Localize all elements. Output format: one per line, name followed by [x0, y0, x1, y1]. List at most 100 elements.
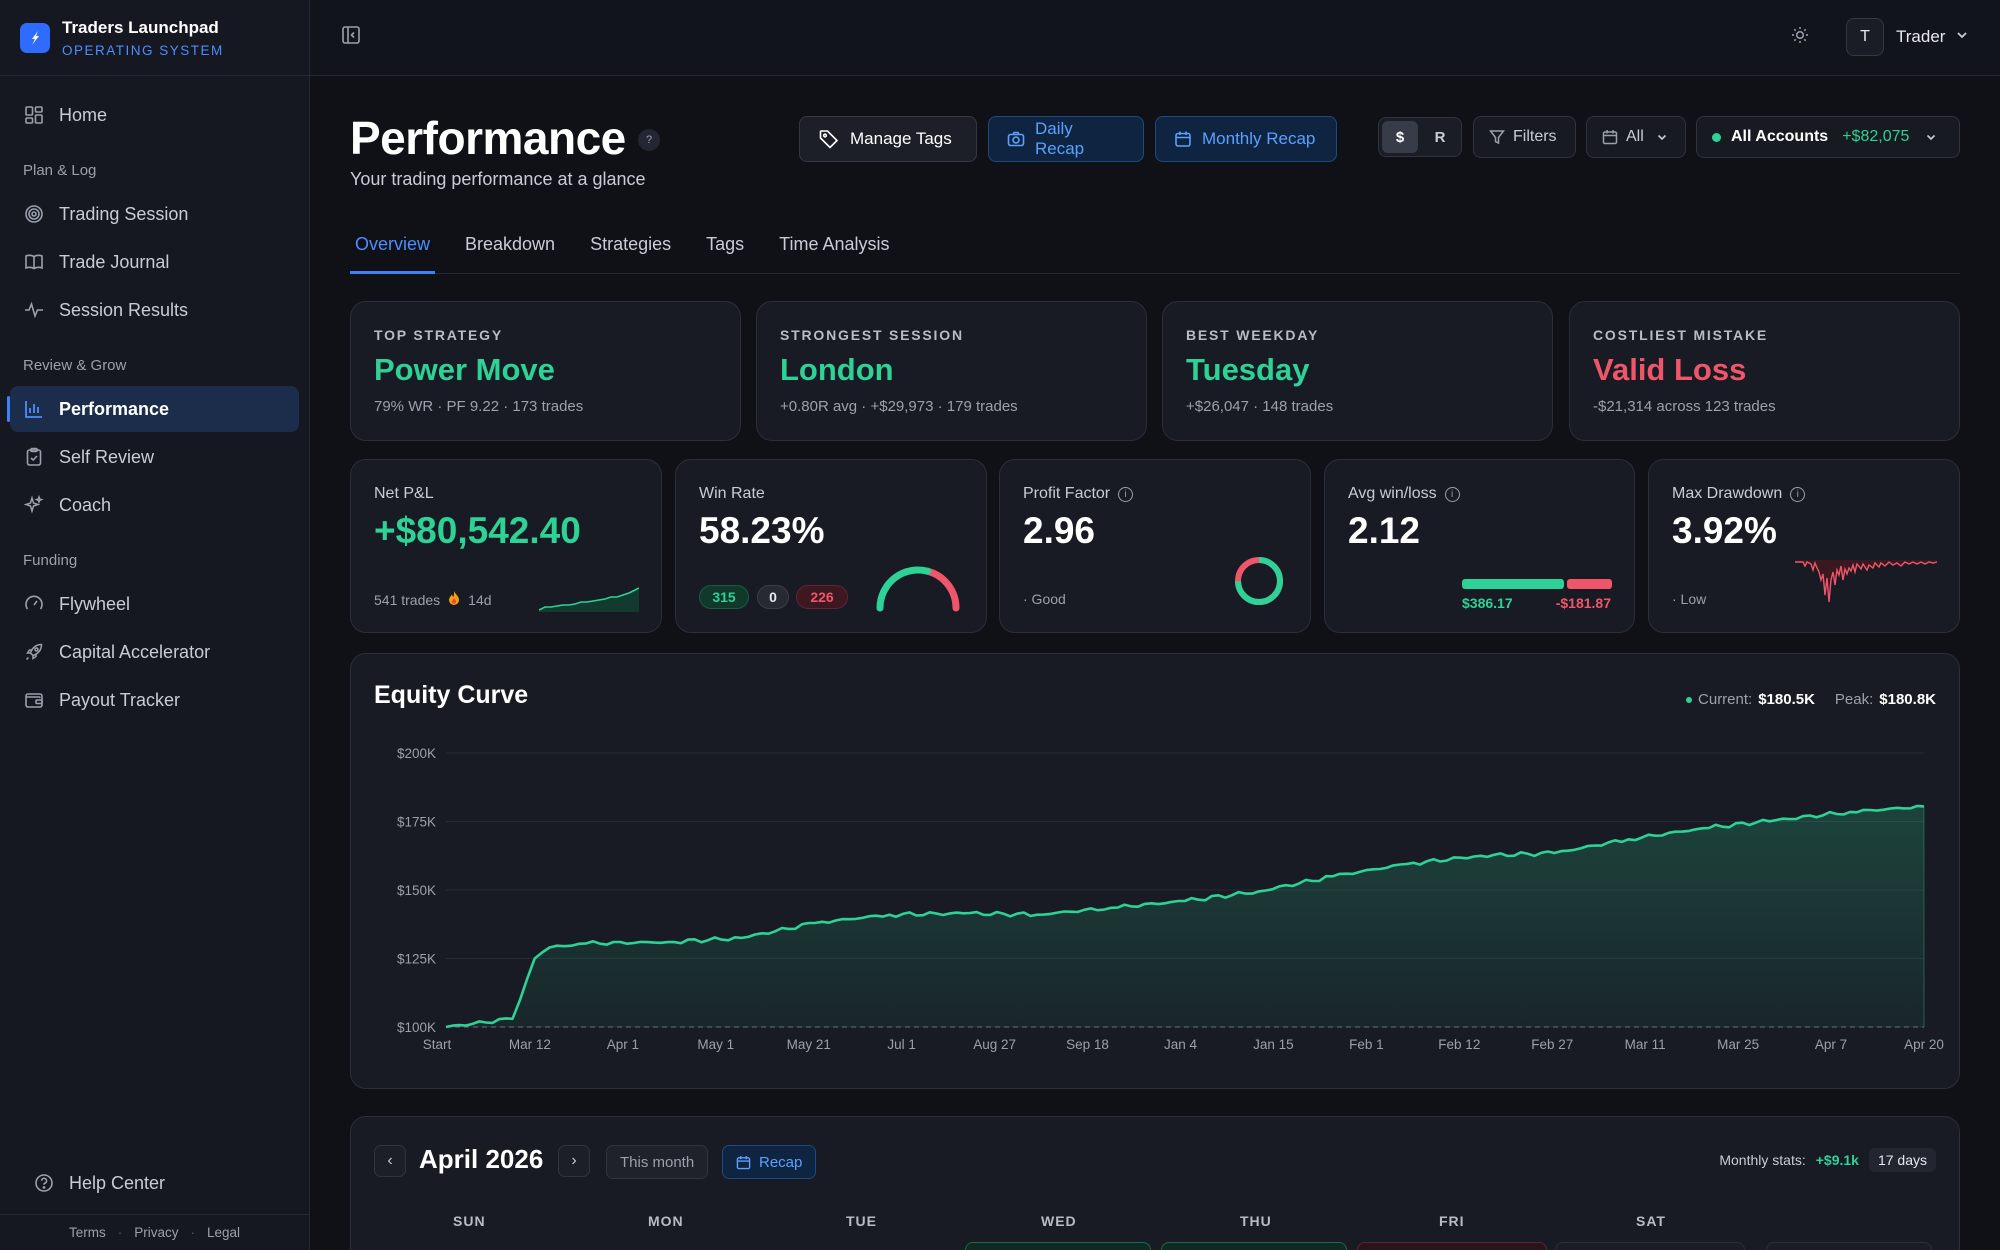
chevron-down-icon: [1925, 131, 1937, 143]
sidebar-item-label: Self Review: [59, 446, 155, 467]
sidebar-item-trading-session[interactable]: Trading Session: [10, 191, 299, 237]
insight-value: Valid Loss: [1593, 352, 1747, 387]
calendar-day-cell[interactable]: [1357, 1242, 1547, 1250]
calendar-day-cell[interactable]: [1555, 1242, 1745, 1250]
calendar-day-cell[interactable]: [1766, 1242, 1932, 1250]
calendar-day-cell[interactable]: [1161, 1242, 1347, 1250]
win-loss-bar: [1462, 579, 1612, 589]
metric-label: Win Rate: [699, 485, 765, 502]
calendar-day-cell[interactable]: [965, 1242, 1151, 1250]
date-range-value: All: [1626, 128, 1644, 145]
sidebar-toggle-icon[interactable]: [340, 24, 366, 50]
manage-tags-button[interactable]: Manage Tags: [799, 116, 977, 162]
tab-strategies[interactable]: Strategies: [590, 234, 672, 254]
sidebar-item-trade-journal[interactable]: Trade Journal: [10, 239, 299, 285]
avg-loss-value: -$181.87: [1555, 595, 1611, 611]
wins-badge: 315: [699, 585, 749, 609]
x-tick-label: Aug 27: [973, 1037, 1016, 1052]
monthly-stats-value: +$9.1k: [1815, 1152, 1859, 1168]
net-pnl-value: +$80,542.40: [374, 510, 581, 551]
x-tick-label: Apr 1: [607, 1037, 639, 1052]
privacy-link[interactable]: Privacy: [134, 1225, 179, 1240]
terms-link[interactable]: Terms: [68, 1225, 106, 1240]
calendar-card: ‹ April 2026 › This month Recap Monthly …: [350, 1116, 1960, 1250]
equity-curve-title: Equity Curve: [374, 681, 529, 709]
y-tick-label: $100K: [397, 1020, 436, 1035]
insight-detail: 79% WR · PF 9.22 · 173 trades: [374, 398, 584, 415]
activity-icon: [23, 299, 45, 321]
chevron-down-icon: [1656, 131, 1668, 143]
wallet-icon: [23, 689, 45, 711]
insight-card-best-weekday[interactable]: BEST WEEKDAY Tuesday +$26,047 · 148 trad…: [1162, 301, 1553, 441]
sidebar-nav: Home Plan & Log Trading Session Trade Jo…: [0, 76, 309, 723]
sidebar-item-coach[interactable]: Coach: [10, 482, 299, 528]
tab-breakdown[interactable]: Breakdown: [465, 234, 556, 254]
metric-label-row: Avg win/loss i: [1348, 485, 1460, 503]
peak-value: $180.8K: [1879, 691, 1936, 708]
tab-tags[interactable]: Tags: [706, 234, 745, 254]
sidebar-item-home[interactable]: Home: [10, 92, 299, 138]
account-select[interactable]: All Accounts +$82,075: [1696, 116, 1960, 158]
date-range-select[interactable]: All: [1586, 116, 1686, 158]
sidebar-item-self-review[interactable]: Self Review: [10, 434, 299, 480]
filters-button[interactable]: Filters: [1473, 116, 1576, 158]
sidebar-item-help-center[interactable]: Help Center: [20, 1160, 289, 1206]
metric-card-net-pnl[interactable]: Net P&L +$80,542.40 541 trades 14d: [350, 459, 662, 633]
sidebar-item-label: Session Results: [59, 299, 189, 320]
y-tick-label: $125K: [397, 952, 436, 967]
brand[interactable]: Traders Launchpad OPERATING SYSTEM: [0, 0, 309, 76]
unit-r-toggle[interactable]: R: [1434, 128, 1446, 146]
separator-dot: ·: [190, 1225, 195, 1240]
title-help-icon[interactable]: ?: [638, 129, 660, 151]
equity-stats: Current: $180.5K Peak: $180.8K: [1686, 691, 1936, 708]
info-icon[interactable]: i: [1118, 486, 1134, 502]
legal-link[interactable]: Legal: [206, 1225, 241, 1240]
sidebar-item-payout-tracker[interactable]: Payout Tracker: [10, 677, 299, 723]
daily-recap-button[interactable]: Daily Recap: [988, 116, 1144, 162]
sidebar-item-flywheel[interactable]: Flywheel: [10, 581, 299, 627]
sidebar-item-performance[interactable]: Performance: [7, 386, 299, 432]
equity-curve-card: Equity Curve Current: $180.5K Peak: $180…: [350, 653, 1960, 1089]
user-name: Trader: [1896, 27, 1946, 46]
x-tick-label: May 1: [697, 1037, 734, 1052]
recap-button[interactable]: Recap: [722, 1145, 817, 1179]
page-subtitle: Your trading performance at a glance: [350, 169, 646, 189]
info-icon[interactable]: i: [1790, 486, 1806, 502]
max-drawdown-value: 3.92%: [1672, 510, 1777, 551]
this-month-button[interactable]: This month: [606, 1145, 709, 1179]
net-pnl-footer: 541 trades 14d: [374, 591, 492, 608]
insight-card-top-strategy[interactable]: TOP STRATEGY Power Move 79% WR · PF 9.22…: [350, 301, 741, 441]
theme-toggle-sun-icon[interactable]: [1790, 25, 1816, 51]
next-month-button[interactable]: ›: [558, 1145, 590, 1177]
calendar-month: April 2026: [419, 1144, 544, 1174]
prev-month-button[interactable]: ‹: [374, 1145, 406, 1177]
insight-card-strongest-session[interactable]: STRONGEST SESSION London +0.80R avg · +$…: [756, 301, 1147, 441]
filter-icon: [1489, 129, 1505, 145]
sidebar-item-label: Flywheel: [59, 593, 131, 614]
unit-toggle: $ R: [1378, 117, 1462, 157]
nav-group-plan: Plan & Log: [23, 162, 97, 179]
metric-card-profit-factor[interactable]: Profit Factor i 2.96 · Good: [999, 459, 1311, 633]
tab-bar: Overview Breakdown Strategies Tags Time …: [350, 226, 1960, 274]
metric-card-max-drawdown[interactable]: Max Drawdown i 3.92% · Low: [1648, 459, 1960, 633]
sidebar-item-capital-accelerator[interactable]: Capital Accelerator: [10, 629, 299, 675]
info-icon[interactable]: i: [1444, 486, 1460, 502]
gauge-win-arc: [876, 566, 932, 612]
metric-card-win-rate[interactable]: Win Rate 58.23% 315 0 226: [675, 459, 987, 633]
streak-days: 14d: [468, 591, 492, 608]
y-tick-label: $200K: [397, 746, 436, 761]
metric-card-avg-win-loss[interactable]: Avg win/loss i 2.12 $386.17 -$181.87: [1324, 459, 1635, 633]
unit-dollar-toggle[interactable]: $: [1382, 121, 1418, 153]
sidebar-item-session-results[interactable]: Session Results: [10, 287, 299, 333]
tag-icon: [818, 128, 840, 150]
user-menu-button[interactable]: T Trader: [1846, 16, 1969, 58]
sidebar-item-label: Performance: [59, 398, 170, 419]
monthly-stats-label: Monthly stats:: [1719, 1152, 1806, 1168]
tab-time-analysis[interactable]: Time Analysis: [779, 234, 890, 254]
camera-icon: [1007, 130, 1025, 148]
insight-card-costliest-mistake[interactable]: COSTLIEST MISTAKE Valid Loss -$21,314 ac…: [1569, 301, 1960, 441]
gauge-loss-arc: [924, 567, 960, 612]
x-tick-label: Feb 12: [1438, 1037, 1480, 1052]
tab-overview[interactable]: Overview: [350, 226, 436, 274]
monthly-recap-button[interactable]: Monthly Recap: [1155, 116, 1337, 162]
